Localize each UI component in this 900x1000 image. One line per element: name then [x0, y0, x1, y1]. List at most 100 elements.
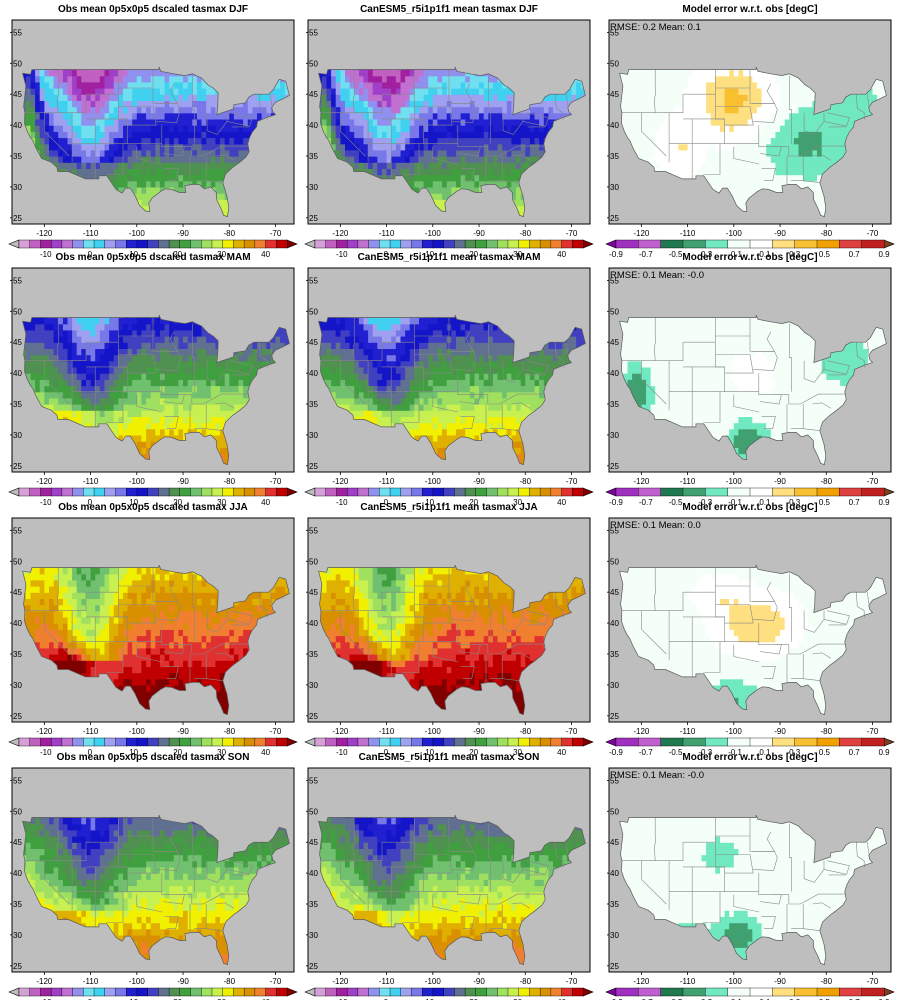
colorbar-swatch: [561, 737, 573, 747]
state-line: [522, 860, 549, 875]
x-tick-label: -70: [867, 477, 879, 486]
colorbar-label: -0.3: [698, 748, 712, 757]
colorbar-swatch: [727, 239, 751, 249]
colorbar-swatch: [660, 487, 684, 497]
colorbar-swatch: [233, 487, 245, 497]
colorbar-swatch: [772, 987, 796, 997]
state-line: [320, 94, 383, 113]
colorbar-swatch: [93, 487, 106, 497]
colorbar-swatch: [18, 987, 31, 997]
y-tick-label: 30: [13, 681, 22, 690]
colorbar-label: 0: [384, 250, 389, 259]
colorbar-swatch: [158, 987, 170, 997]
x-tick-label: -120: [36, 977, 53, 986]
y-tick-label: 25: [610, 712, 619, 721]
state-line: [259, 94, 268, 120]
x-tick-label: -80: [820, 727, 832, 736]
x-tick-label: -90: [774, 229, 786, 238]
state-line: [414, 106, 453, 126]
colorbar-swatch: [464, 487, 477, 497]
colorbar-label: 0: [88, 748, 93, 757]
y-tick-label: 30: [13, 431, 22, 440]
colorbar-swatch: [507, 487, 520, 497]
colorbar-swatch: [816, 239, 840, 249]
colorbar-swatch: [83, 737, 95, 747]
colorbar-swatch: [40, 487, 52, 497]
x-tick-label: -110: [83, 229, 99, 238]
state-line: [823, 860, 850, 875]
colorbar-swatch: [115, 987, 127, 997]
state-line: [856, 342, 865, 368]
state-line: [340, 860, 366, 905]
colorbar-swatch: [61, 239, 74, 249]
x-tick-label: -80: [223, 229, 235, 238]
state-line: [641, 860, 667, 905]
colorbar-swatch: [464, 987, 477, 997]
y-tick-label: 45: [13, 588, 22, 597]
y-tick-label: 55: [610, 28, 619, 37]
state-line: [136, 146, 163, 165]
colorbar-swatch: [861, 239, 885, 249]
colorbar-swatch: [638, 487, 662, 497]
colorbar-swatch: [379, 737, 391, 747]
colorbar-over-arrow: [286, 239, 298, 249]
colorbar-swatch: [147, 239, 159, 249]
y-tick-label: 25: [309, 214, 318, 223]
colorbar-swatch: [638, 737, 662, 747]
colorbar-over-arrow: [883, 487, 895, 497]
colorbar-swatch: [254, 487, 267, 497]
state-line: [555, 342, 564, 368]
x-tick-label: -110: [379, 727, 395, 736]
state-line: [460, 666, 475, 680]
state-line: [733, 894, 760, 913]
x-tick-label: -90: [473, 477, 485, 486]
state-line: [206, 928, 223, 931]
colorbar-swatch: [125, 487, 138, 497]
map-panel: -120 -110 -100 -90 -80 -70 25 30 35 40 45 50 55: [306, 267, 591, 486]
colorbar-swatch: [136, 737, 149, 747]
state-line: [641, 112, 667, 157]
state-line: [502, 860, 524, 883]
colorbar-swatch: [83, 239, 95, 249]
colorbar: -10 0 10 20 30 40: [8, 987, 298, 1000]
state-line: [270, 842, 273, 854]
state-line: [136, 394, 163, 413]
colorbar-swatch: [682, 737, 706, 747]
colorbar-swatch: [168, 737, 181, 747]
state-line: [487, 323, 491, 392]
state-line: [761, 416, 776, 430]
colorbar-over-arrow: [582, 487, 594, 497]
state-line: [432, 644, 459, 663]
y-tick-label: 35: [309, 650, 318, 659]
panel-title: Model error w.r.t. obs [degC]: [682, 502, 817, 513]
colorbar-swatch: [222, 737, 234, 747]
colorbar-label: -0.7: [639, 498, 653, 507]
colorbar-swatch: [136, 487, 149, 497]
x-tick-label: -100: [726, 477, 743, 486]
colorbar-swatch: [276, 239, 288, 249]
y-tick-label: 40: [309, 619, 318, 628]
state-line: [788, 823, 792, 892]
y-tick-label: 40: [610, 121, 619, 130]
colorbar-label: 20: [173, 998, 182, 1000]
state-line: [856, 842, 865, 868]
x-tick-label: -70: [566, 727, 578, 736]
map-frame: [608, 19, 892, 225]
x-tick-label: -100: [129, 229, 146, 238]
colorbar-swatch: [475, 487, 488, 497]
colorbar-swatch: [190, 737, 202, 747]
colorbar-label: -0.3: [698, 498, 712, 507]
state-line: [487, 573, 491, 642]
colorbar-under-arrow: [8, 487, 20, 497]
colorbar-over-arrow: [286, 737, 298, 747]
colorbar-swatch: [389, 239, 402, 249]
state-line: [621, 842, 684, 862]
state-line: [44, 360, 70, 405]
colorbar-swatch: [615, 487, 639, 497]
x-tick-label: -120: [332, 727, 349, 736]
state-line: [320, 842, 383, 862]
colorbar-swatch: [104, 239, 116, 249]
colorbar: -10 0 10 20 30 40: [8, 487, 298, 507]
colorbar-swatch: [336, 487, 348, 497]
colorbar-swatch: [486, 737, 498, 747]
